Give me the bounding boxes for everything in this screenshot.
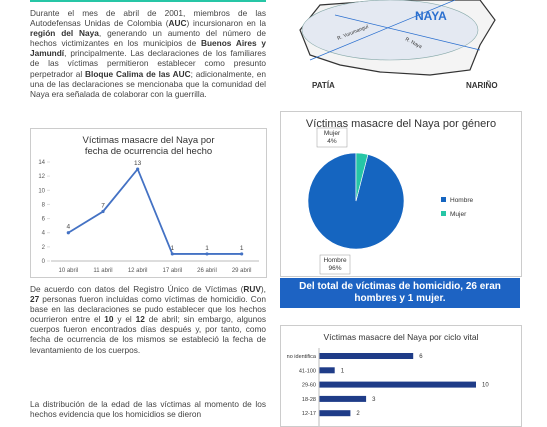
chart-title: Víctimas masacre del Naya por ciclo vita…	[323, 332, 479, 342]
text-run: ; adicionalmente, en una de las declarac…	[30, 68, 266, 99]
point	[170, 252, 174, 256]
plot: no identifica 6 41-100 1 29-60 10 18-28 3 12-17 2	[287, 348, 489, 426]
text-run: región del Naya	[30, 28, 99, 39]
text-run: ),	[260, 284, 266, 294]
map-label: NAYA	[415, 9, 447, 23]
bar	[319, 353, 414, 359]
bar	[319, 381, 476, 388]
data-label: 6	[419, 354, 423, 360]
point	[205, 252, 209, 256]
text-run: ) incursionaron en la	[186, 18, 266, 29]
chart-title: Víctimas masacre del Naya por género	[305, 118, 497, 130]
data-label: 7	[101, 203, 105, 210]
chart-title: Víctimas masacre del Naya por fecha de o…	[82, 135, 215, 157]
legend-swatch	[441, 197, 446, 202]
data-label: 13	[134, 160, 142, 167]
data-label: 1	[171, 245, 175, 252]
text-run: RUV	[243, 284, 261, 294]
text-run: 26	[465, 281, 477, 292]
point	[66, 231, 70, 235]
slice-value: 4%	[327, 138, 337, 145]
y-tick-label: 29-60	[302, 383, 316, 389]
paragraph: De acuerdo con datos del Registro Único …	[30, 284, 266, 355]
y-tick-label: 41-100	[299, 368, 316, 374]
text-run: de abril; sin embargo, algunos cuerpos f…	[30, 314, 266, 355]
bar	[319, 410, 351, 417]
text-run: Del total de víctimas de homicidio,	[299, 281, 466, 292]
paragraph: La distribución de la edad de las víctim…	[30, 399, 266, 419]
text-run: 10	[104, 314, 114, 325]
point	[101, 209, 105, 214]
text-run: eran hombres y	[354, 281, 501, 304]
text-run: , generando un aumento del número de hec…	[30, 28, 266, 49]
top-rule	[30, 0, 266, 2]
y-tick-label: 18-28	[302, 397, 316, 403]
x-tick-label: 17 abril	[162, 268, 182, 274]
y-tick-label: 4	[42, 231, 46, 237]
text-run: , principalmente. Las declaraciones de l…	[30, 48, 266, 79]
data-label: 10	[482, 383, 489, 389]
data-label: 1	[341, 368, 345, 374]
y-tick-label: no identifica	[287, 354, 317, 360]
slice-value: 96%	[328, 265, 341, 272]
text-run: 12	[135, 314, 145, 325]
pie-chart: Víctimas masacre del Naya por género Homb…	[280, 111, 522, 277]
paragraph: Durante el mes de abril de 2001, miembro…	[30, 8, 266, 99]
slice-label: Mujer	[324, 130, 341, 137]
bar	[319, 367, 335, 374]
map-label: NARIÑO	[466, 81, 498, 90]
legend-label: Mujer	[450, 211, 467, 218]
x-tick-label: 11 abril	[93, 268, 112, 274]
data-label: 1	[205, 245, 209, 252]
text-run: Bloque Calima de las AUC	[85, 68, 191, 79]
y-tick-label: 12	[38, 174, 45, 180]
data-label: 3	[372, 397, 376, 403]
y-tick-label: 10	[38, 188, 45, 194]
text-run: mujer.	[413, 293, 446, 304]
data-label: 1	[240, 245, 244, 252]
map: NAYA PATÍA NARIÑO R. Yurumanguí R. Naya	[299, 0, 498, 90]
y-tick-label: 14	[38, 160, 45, 166]
line	[67, 167, 242, 255]
legend-label: Hombre	[450, 197, 474, 204]
text-run: La distribución de la edad de las víctim…	[30, 399, 266, 420]
y-tick-label: 12-17	[302, 411, 316, 417]
x-tick-label: 29 abril	[232, 268, 252, 274]
text-run: De acuerdo con datos del Registro Único …	[30, 284, 244, 294]
x-tick-label: 10 abril	[58, 268, 78, 274]
river	[309, 0, 481, 61]
map-label: PATÍA	[312, 81, 335, 90]
map-highlight	[301, 0, 479, 61]
pie-slice	[355, 152, 369, 202]
text-run: y el	[113, 314, 136, 325]
y-tick-label: 2	[42, 245, 46, 251]
data-label: 4	[67, 224, 71, 231]
point	[240, 252, 244, 256]
y-tick-label: 6	[42, 217, 46, 223]
slice-label: Hombre	[323, 257, 347, 264]
y-tick-label: 8	[42, 202, 46, 208]
label-box	[319, 254, 351, 275]
point	[136, 167, 140, 171]
text-run: Buenos Aires y Jamundí	[30, 38, 266, 59]
text-run: 1	[407, 293, 414, 304]
legend-swatch	[441, 211, 446, 216]
label-box	[316, 127, 348, 148]
banner: Del total de víctimas de homicidio, 26 e…	[280, 278, 520, 308]
bar	[319, 395, 367, 402]
x-tick-label: 12 abril	[128, 268, 148, 274]
text-run: 27	[30, 294, 40, 305]
bar-chart: Víctimas masacre del Naya por ciclo vita…	[280, 325, 522, 427]
data-label: 2	[356, 411, 360, 417]
text-run: Durante el mes de abril de 2001, miembro…	[30, 8, 266, 29]
text-run: AUC	[168, 18, 187, 29]
line-chart: Víctimas masacre del Naya por fecha de o…	[30, 128, 267, 278]
y-tick-label: 0	[42, 259, 46, 265]
x-tick-label: 26 abril	[197, 268, 217, 274]
text-run: personas fueron incluidas como víctimas …	[30, 294, 266, 325]
